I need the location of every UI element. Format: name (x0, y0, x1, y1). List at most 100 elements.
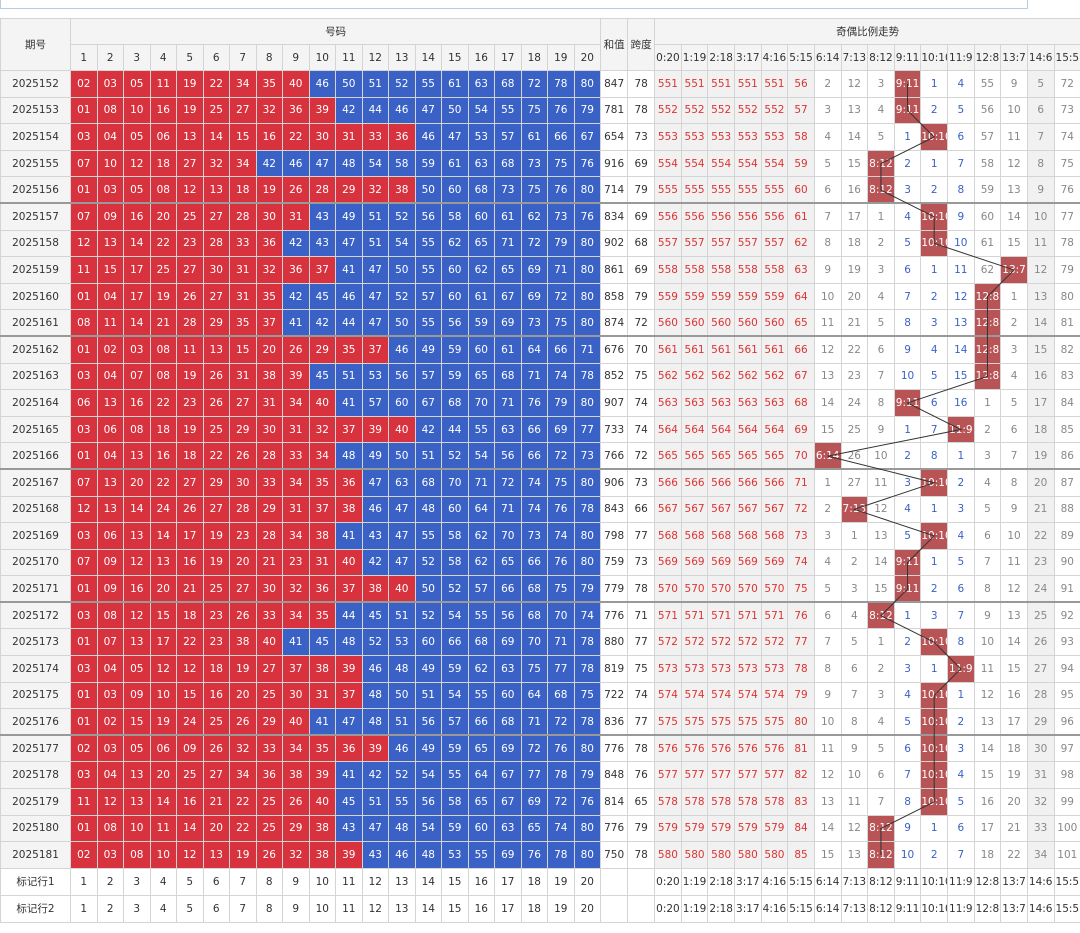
trend-omission: 563 (760, 389, 789, 417)
number-cell: 54 (441, 601, 469, 630)
marker-number: 1 (70, 867, 98, 896)
trend-omission: 5 (813, 149, 842, 178)
trend-omission: 3 (867, 681, 895, 710)
number-cell: 17 (176, 522, 204, 550)
trend-hit: 12:8 (973, 309, 1002, 337)
number-cell: 80 (573, 176, 602, 204)
number-cell: 31 (335, 123, 363, 151)
marker-number: 5 (176, 894, 204, 923)
trend-omission: 14 (840, 123, 869, 151)
trend-omission: 3 (947, 734, 975, 763)
trend-omission: 563 (734, 389, 762, 417)
trend-omission: 5 (840, 628, 869, 657)
number-cell: 19 (229, 841, 257, 869)
number-cell: 01 (70, 575, 98, 603)
number-cell: 03 (70, 415, 98, 444)
trend-omission: 565 (654, 442, 682, 470)
number-cell: 61 (520, 123, 548, 151)
trend-omission: 58 (973, 149, 1002, 178)
number-cell: 01 (70, 681, 98, 710)
number-cell: 75 (547, 468, 575, 497)
number-cell: 36 (308, 575, 336, 603)
number-cell: 39 (361, 734, 389, 763)
trend-omission: 569 (734, 548, 762, 577)
trend-omission: 555 (760, 176, 789, 204)
trend-omission: 21 (840, 309, 869, 337)
number-cell: 75 (547, 575, 575, 603)
number-cell: 60 (494, 681, 522, 710)
issue: 2025179 (0, 788, 71, 816)
number-cell: 63 (494, 415, 522, 444)
number-cell: 13 (202, 841, 230, 869)
trend-omission: 4 (893, 202, 922, 231)
number-cell: 12 (176, 176, 204, 204)
number-cell: 33 (229, 229, 257, 258)
number-cell: 41 (335, 256, 363, 284)
sum: 880 (600, 628, 629, 657)
trend-hit: 10:10 (920, 468, 948, 497)
trend-omission: 3 (867, 70, 895, 98)
trend-hit: 8:12 (867, 149, 895, 178)
trend-omission: 553 (680, 123, 709, 151)
number-cell: 23 (229, 522, 257, 550)
number-cell: 61 (494, 335, 522, 364)
number-cell: 67 (414, 389, 442, 417)
number-cell: 73 (520, 522, 548, 550)
trend-omission: 2 (893, 442, 922, 470)
number-cell: 51 (388, 708, 416, 736)
trend-omission: 563 (680, 389, 709, 417)
trend-omission: 554 (680, 149, 709, 178)
number-cell: 03 (96, 70, 124, 98)
row: 2025172 03 08 12 15 18 23 26 33 34 35 44 45 51 52 54 55 5… (0, 601, 1080, 630)
trend-omission: 6 (813, 601, 842, 630)
marker-empty (600, 867, 629, 896)
number-cell: 21 (202, 788, 230, 816)
trend-omission: 2 (920, 96, 948, 125)
trend-omission: 2 (947, 708, 975, 736)
trend-omission: 561 (654, 335, 682, 364)
marker-number: 1 (70, 894, 98, 923)
row: 2025159 11 15 17 25 27 30 31 32 36 37 41 47 50 55 60 62 6… (0, 256, 1080, 284)
number-cell: 08 (123, 841, 151, 869)
number-cell: 22 (149, 389, 177, 417)
sum: 902 (600, 229, 629, 258)
number-cell: 72 (520, 229, 548, 258)
trend-hit: 10:10 (920, 202, 948, 231)
trend-omission: 554 (734, 149, 762, 178)
trend-omission: 9 (813, 256, 842, 284)
number-cell: 55 (467, 681, 495, 710)
marker-ratio: 1:19 (680, 867, 709, 896)
marker-ratio: 10:10 (920, 894, 948, 923)
number-cell: 02 (96, 708, 124, 736)
number-cell: 47 (361, 282, 389, 311)
trend-omission: 95 (1053, 681, 1080, 710)
trend-omission: 576 (707, 734, 735, 763)
number-cell: 07 (123, 362, 151, 391)
span: 79 (627, 282, 656, 311)
number-cell: 76 (573, 202, 602, 231)
trend-hit: 13:7 (1000, 256, 1028, 284)
trend-omission: 14 (1000, 628, 1028, 657)
number-cell: 55 (388, 788, 416, 816)
number-cell: 02 (70, 734, 98, 763)
number-cell: 57 (414, 282, 442, 311)
number-cell: 51 (361, 229, 389, 258)
trend-omission: 7 (947, 601, 975, 630)
number-cell: 78 (573, 628, 602, 657)
trend-omission: 556 (680, 202, 709, 231)
number-cell: 01 (70, 442, 98, 470)
number-cell: 17 (149, 628, 177, 657)
trend-omission: 84 (1053, 389, 1080, 417)
number-cell: 51 (414, 442, 442, 470)
number-cell: 74 (547, 814, 575, 843)
trend-omission: 577 (707, 761, 735, 790)
number-cell: 14 (123, 495, 151, 524)
number-cell: 11 (70, 256, 98, 284)
span: 69 (627, 149, 656, 178)
trend-omission: 553 (734, 123, 762, 151)
number-cell: 26 (229, 442, 257, 470)
sum: 858 (600, 282, 629, 311)
trend-omission: 61 (787, 202, 815, 231)
number-col-header: 18 (520, 44, 548, 71)
trend-omission: 558 (680, 256, 709, 284)
